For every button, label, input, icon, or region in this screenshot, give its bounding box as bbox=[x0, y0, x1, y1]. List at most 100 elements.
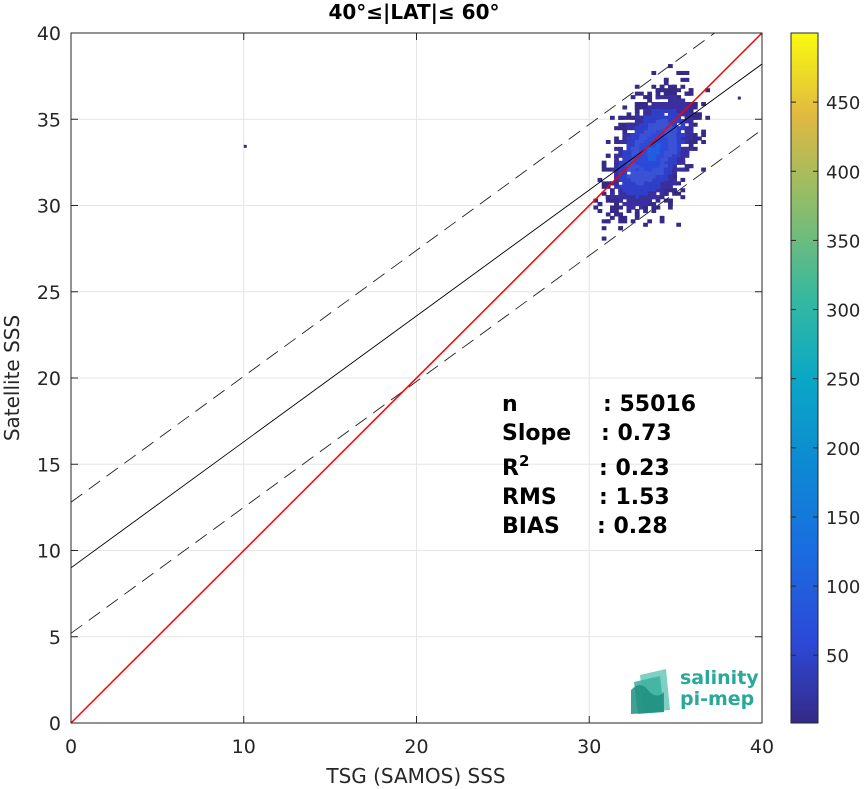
x-tick-label: 30 bbox=[577, 736, 601, 758]
density-cell bbox=[634, 171, 640, 176]
stat-label: Slope bbox=[502, 421, 571, 446]
density-cell bbox=[684, 139, 690, 144]
density-cell bbox=[639, 171, 644, 176]
density-cell bbox=[676, 105, 682, 110]
density-cell bbox=[676, 126, 682, 131]
density-cell bbox=[651, 126, 657, 131]
density-cell bbox=[597, 202, 603, 207]
density-cell bbox=[647, 157, 653, 162]
density-cell bbox=[634, 84, 640, 89]
density-cell bbox=[622, 188, 628, 193]
density-cell bbox=[659, 171, 665, 176]
density-cell bbox=[651, 70, 657, 75]
x-tick-label: 40 bbox=[750, 736, 774, 758]
density-cell bbox=[626, 136, 632, 141]
density-cell bbox=[609, 195, 615, 200]
density-cell bbox=[663, 105, 669, 110]
density-cell bbox=[655, 184, 661, 189]
density-cell bbox=[684, 108, 690, 113]
stat-label: RMS bbox=[502, 485, 557, 510]
density-cell bbox=[609, 215, 615, 220]
density-cell bbox=[609, 205, 615, 210]
density-cell bbox=[651, 129, 657, 134]
density-cell bbox=[630, 198, 636, 203]
density-cell bbox=[626, 202, 632, 207]
density-cell bbox=[701, 102, 706, 107]
density-cell bbox=[643, 129, 648, 134]
density-cell bbox=[651, 205, 657, 210]
density-cell bbox=[639, 143, 644, 148]
density-cell bbox=[663, 88, 669, 93]
stat-value: : 1.53 bbox=[599, 485, 670, 510]
density-cell bbox=[672, 174, 677, 179]
density-cell bbox=[676, 98, 682, 103]
density-cell bbox=[668, 64, 673, 69]
density-cell bbox=[663, 153, 669, 158]
density-cell bbox=[634, 122, 640, 127]
logo-mark-icon bbox=[631, 669, 670, 714]
density-cell bbox=[643, 160, 648, 165]
density-cell bbox=[647, 146, 653, 151]
density-cell bbox=[688, 143, 694, 148]
density-cell bbox=[655, 164, 661, 169]
density-cell bbox=[630, 157, 636, 162]
density-cell bbox=[655, 126, 661, 131]
density-cell bbox=[659, 174, 665, 179]
density-cell bbox=[593, 198, 599, 203]
density-cell bbox=[655, 129, 661, 134]
density-cell bbox=[655, 112, 661, 117]
density-cell bbox=[676, 112, 682, 117]
density-cell bbox=[647, 167, 653, 172]
density-cell bbox=[626, 133, 632, 138]
density-cell bbox=[630, 167, 636, 172]
density-cell bbox=[663, 136, 669, 141]
density-cell bbox=[622, 136, 628, 141]
density-cell bbox=[643, 105, 648, 110]
density-cell bbox=[614, 126, 619, 131]
density-cell bbox=[692, 136, 698, 141]
density-cell bbox=[618, 215, 624, 220]
density-cell bbox=[643, 202, 648, 207]
density-cell bbox=[626, 188, 632, 193]
density-cell bbox=[672, 171, 677, 176]
density-cell bbox=[655, 136, 661, 141]
density-cell bbox=[651, 102, 657, 107]
density-cell bbox=[668, 188, 673, 193]
density-cell bbox=[688, 133, 694, 138]
density-cell bbox=[647, 105, 653, 110]
density-cell bbox=[639, 146, 644, 151]
density-cell bbox=[676, 88, 682, 93]
density-cell bbox=[684, 150, 690, 155]
density-cell bbox=[639, 181, 644, 186]
density-cell bbox=[663, 160, 669, 165]
density-cell bbox=[609, 191, 615, 196]
density-cell bbox=[643, 174, 648, 179]
density-cell bbox=[622, 150, 628, 155]
density-cell bbox=[605, 198, 611, 203]
density-cell bbox=[663, 181, 669, 186]
density-cell bbox=[684, 129, 690, 134]
density-cell bbox=[659, 129, 665, 134]
density-cell bbox=[651, 195, 657, 200]
density-cell bbox=[692, 102, 698, 107]
density-cell bbox=[672, 84, 677, 89]
density-cell bbox=[651, 136, 657, 141]
density-cell bbox=[630, 136, 636, 141]
density-cell bbox=[634, 115, 640, 120]
density-cell bbox=[639, 195, 644, 200]
density-cell bbox=[688, 129, 694, 134]
density-cell bbox=[643, 136, 648, 141]
density-cell bbox=[680, 167, 686, 172]
density-cell bbox=[618, 146, 624, 151]
density-cell bbox=[659, 119, 665, 124]
density-cell bbox=[601, 236, 607, 241]
density-cell bbox=[643, 157, 648, 162]
density-cell bbox=[668, 105, 673, 110]
density-cell bbox=[659, 191, 665, 196]
density-cell bbox=[634, 143, 640, 148]
density-cell bbox=[651, 157, 657, 162]
density-cell bbox=[659, 181, 665, 186]
density-cell bbox=[622, 191, 628, 196]
density-cell bbox=[630, 181, 636, 186]
